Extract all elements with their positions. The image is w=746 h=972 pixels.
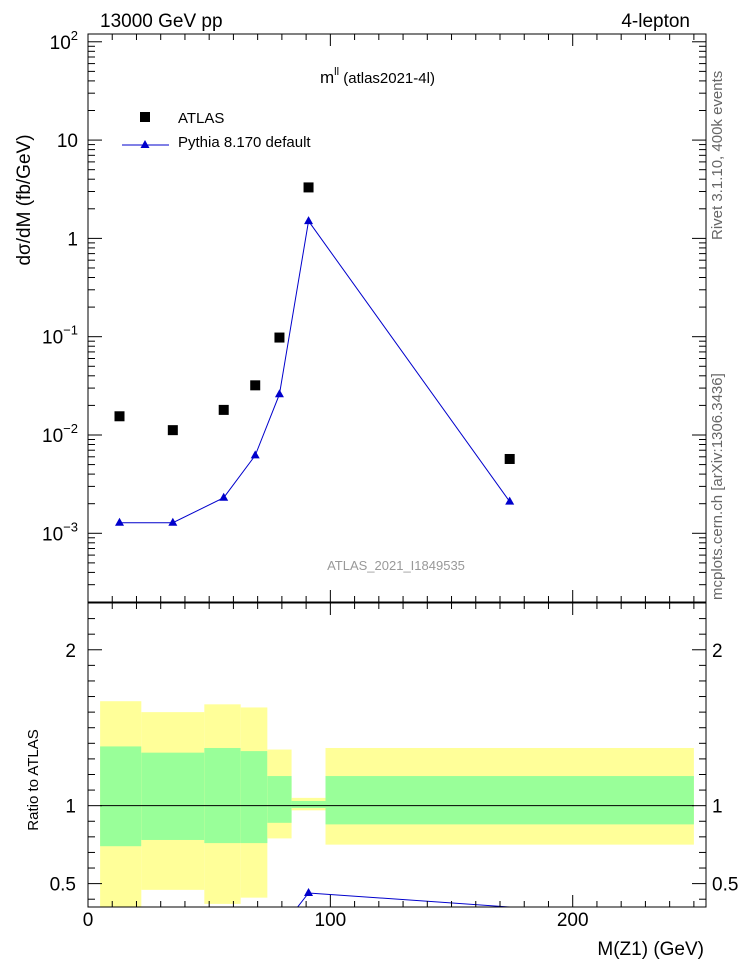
ratio-band-green	[204, 747, 241, 844]
mc-point	[115, 517, 125, 526]
mc-point	[250, 450, 260, 459]
mc-point	[168, 517, 178, 526]
y-axis-label: dσ/dM (fb/GeV)	[14, 134, 35, 265]
mc-point	[219, 492, 229, 501]
atlas-point	[218, 404, 229, 415]
ratio-mc-marker	[304, 887, 314, 896]
y-tick-label-base: 1	[67, 229, 78, 250]
ratio-band-green	[267, 776, 292, 823]
y-tick-label: 10	[57, 131, 78, 152]
main-frame	[87, 33, 707, 603]
y-tick-label-base: 10	[50, 33, 71, 54]
plot-title-sup: ll	[334, 66, 339, 78]
ratio-y-tick-label-right: 1	[712, 797, 723, 818]
main-plot-area	[114, 182, 515, 526]
mc-line	[119, 219, 511, 524]
atlas-point	[167, 425, 178, 436]
y-tick-label-exp: −1	[63, 323, 78, 338]
mcplots-label: mcplots.cern.ch [arXiv:1306.3436]	[709, 373, 726, 600]
y-tick-label-base: 10	[42, 426, 63, 447]
ratio-plot-area	[100, 701, 694, 907]
ratio-y-axis-label: Ratio to ATLAS	[25, 729, 42, 830]
y-tick-label: 10−1	[42, 323, 78, 349]
atlas-point	[504, 453, 515, 464]
ratio-band-green	[100, 746, 142, 847]
atlas-point	[250, 380, 261, 391]
y-tick-label: 10−3	[42, 519, 78, 545]
x-tick-label: 0	[83, 910, 94, 931]
x-tick-label: 200	[557, 910, 589, 931]
legend: ATLAS Pythia 8.170 default	[122, 110, 311, 151]
header-right: 4-lepton	[621, 11, 690, 32]
atlas-point	[303, 182, 314, 193]
atlas-point	[274, 332, 285, 343]
header-left: 13000 GeV pp	[100, 11, 223, 32]
ratio-band-green	[291, 800, 326, 809]
y-tick-label-exp: 2	[71, 28, 78, 43]
mc-point	[274, 389, 284, 398]
atlas-point	[114, 411, 125, 422]
mc-point	[505, 496, 515, 505]
y-tick-label-exp: −3	[63, 519, 78, 534]
plot-title-rest: (atlas2021-4l)	[339, 70, 435, 87]
mc-point	[304, 216, 314, 225]
y-tick-label: 1	[67, 229, 78, 250]
plot-title: mll (atlas2021-4l)	[320, 66, 435, 87]
legend-marker-mc	[140, 140, 150, 148]
legend-label-mc: Pythia 8.170 default	[178, 134, 311, 151]
ratio-frame	[87, 602, 707, 908]
x-axis-label: M(Z1) (GeV)	[597, 939, 704, 960]
ratio-y-tick-label-left: 2	[65, 641, 76, 662]
rivet-label: Rivet 3.1.10, 400k events	[709, 71, 726, 240]
legend-marker-atlas	[140, 112, 150, 122]
ratio-band-green	[141, 752, 205, 840]
y-tick-label-exp: −2	[63, 421, 78, 436]
y-tick-label: 102	[50, 28, 78, 54]
ratio-band-green	[240, 751, 268, 844]
ratio-y-tick-label-right: 0.5	[712, 875, 738, 896]
legend-label-atlas: ATLAS	[178, 110, 224, 127]
y-tick-label-base: 10	[42, 524, 63, 545]
plot-title-main: m	[320, 68, 334, 87]
ratio-band-green	[325, 776, 694, 825]
x-tick-label: 100	[315, 910, 347, 931]
y-tick-label-base: 10	[42, 328, 63, 349]
y-tick-label: 10−2	[42, 421, 78, 447]
y-tick-label-base: 10	[57, 131, 78, 152]
ratio-y-tick-label-left: 1	[65, 797, 76, 818]
ratio-axes: 0.5 0.5 1 1 2 2 0 100 200	[50, 603, 738, 931]
ratio-y-tick-label-right: 2	[712, 641, 723, 662]
ratio-y-tick-label-left: 0.5	[50, 875, 76, 896]
analysis-watermark: ATLAS_2021_I1849535	[327, 558, 465, 573]
